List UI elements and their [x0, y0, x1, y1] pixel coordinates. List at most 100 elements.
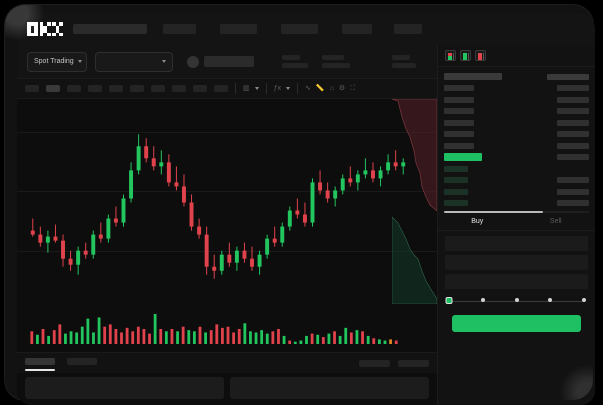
timeframe-chip-9[interactable] [214, 85, 228, 92]
device-screen: Spot Trading [17, 13, 595, 405]
ruler-icon[interactable]: 📏 [315, 85, 325, 92]
orderbook-and-order-panel: Buy Sell [437, 45, 595, 405]
header-nav-item-2[interactable] [220, 24, 257, 34]
orderbook-row-ask[interactable] [444, 141, 589, 150]
tab-open-orders-label [25, 357, 55, 365]
last-price-placeholder [204, 56, 254, 67]
settings-icon[interactable]: ⚙ [338, 85, 346, 92]
volume-bar-21 [148, 333, 151, 344]
tab-active-underline [25, 369, 55, 371]
trading-mode-selector[interactable]: Spot Trading [27, 51, 87, 72]
volume-bar-22 [153, 314, 157, 344]
volume-bar-19 [136, 326, 140, 344]
orderbook-scrollbar-thumb[interactable] [444, 210, 543, 213]
orderbook-row-highlight[interactable] [444, 153, 589, 162]
volume-bar-63 [383, 340, 387, 344]
orders-tabbar [17, 352, 437, 373]
header-nav-item-1[interactable] [163, 24, 196, 34]
tab-buy[interactable]: Buy [438, 213, 517, 230]
timeframe-chip-6[interactable] [151, 85, 165, 92]
timeframe-chip-5[interactable] [130, 85, 144, 92]
fullscreen-icon[interactable]: ⛶ [350, 85, 356, 92]
orderbook-row-size [557, 177, 589, 183]
orderbook-row-size [557, 188, 589, 195]
tab-buy-label: Buy [471, 217, 484, 225]
tab-open-orders[interactable] [25, 357, 55, 371]
okx-logo-glyph-1 [39, 22, 51, 36]
amount-slider-stop-25[interactable] [480, 298, 485, 302]
orderbook-row-spread[interactable] [444, 72, 589, 81]
orders-action-2[interactable] [398, 359, 429, 367]
orderbook-row-bid[interactable] [444, 176, 589, 185]
amount-slider-stop-50[interactable] [514, 298, 519, 302]
orderbook-scrollbar[interactable] [444, 210, 589, 213]
orderbook-row-bid[interactable] [444, 199, 589, 208]
orderbook-mode-buy-icon[interactable] [460, 50, 471, 61]
orderbook-row-ask[interactable] [444, 130, 589, 139]
orderbook-row-ask[interactable] [444, 84, 589, 93]
volume-bar-29 [192, 331, 196, 344]
timeframe-chip-8[interactable] [193, 85, 207, 92]
volume-bar-57 [349, 332, 353, 344]
submit-buy-button[interactable] [452, 314, 581, 332]
volume-bar-51 [316, 334, 320, 344]
volume-bar-55 [338, 335, 342, 344]
okx-logo[interactable] [27, 22, 63, 36]
price-chart[interactable] [17, 99, 437, 304]
timeframe-chip-3[interactable] [88, 85, 102, 92]
volume-bar-35 [226, 326, 230, 344]
orderbook-row-price [444, 119, 474, 126]
orders-action-1[interactable] [359, 359, 390, 367]
orderbook-row-ask[interactable] [444, 107, 589, 116]
orders-panel-left[interactable] [25, 377, 224, 399]
amount-slider[interactable] [445, 296, 586, 306]
order-total-field[interactable] [445, 273, 588, 289]
amount-slider-stop-100[interactable] [582, 298, 586, 302]
orderbook-row-bid[interactable] [444, 164, 589, 173]
timeframe-chip-4[interactable] [109, 85, 123, 92]
gridline-1 [17, 191, 437, 192]
tab-sell[interactable]: Sell [517, 213, 596, 230]
timeframe-chip-7[interactable] [172, 85, 186, 92]
orderbook-mode-sell-icon[interactable] [475, 50, 486, 61]
header-nav-item-3[interactable] [281, 24, 318, 34]
volume-bar-14 [108, 324, 112, 344]
orderbook-rows[interactable] [438, 67, 595, 208]
orderbook-row-price [444, 165, 468, 172]
orders-panel-right[interactable] [230, 377, 429, 399]
volume-bar-20 [142, 329, 146, 344]
candlestick-type-icon[interactable]: ▥ [243, 85, 250, 92]
amount-slider-stop-0[interactable] [445, 296, 453, 304]
line-tool-icon[interactable]: ∿ [305, 85, 311, 92]
chevron-down-icon[interactable] [254, 87, 259, 90]
order-amount-field[interactable] [445, 254, 588, 270]
toolbar-divider [235, 83, 236, 94]
magnet-icon[interactable]: ⌂ [329, 85, 334, 92]
orderbook-row-bid[interactable] [444, 187, 589, 196]
header-search-placeholder[interactable] [73, 24, 147, 34]
timeframe-chip-1[interactable] [46, 85, 60, 92]
header-nav-item-5[interactable] [394, 24, 422, 34]
tab-order-history[interactable] [67, 357, 97, 369]
orderbook-row-size [557, 108, 589, 114]
orderbook-mode-both-icon[interactable] [445, 50, 456, 61]
volume-bar-60 [366, 335, 370, 344]
indicators-icon[interactable]: ƒx [273, 85, 282, 92]
volume-bar-24 [164, 331, 168, 344]
amount-slider-stop-75[interactable] [548, 298, 553, 302]
volume-bar-30 [198, 326, 202, 344]
trading-pair-selector[interactable] [95, 51, 173, 72]
volume-bar-56 [344, 327, 348, 344]
chevron-down-icon[interactable] [286, 87, 291, 90]
okx-logo-glyph-0 [27, 22, 38, 36]
order-price-field[interactable] [445, 235, 588, 251]
timeframe-chip-0[interactable] [25, 85, 39, 92]
header-nav-item-4[interactable] [342, 24, 372, 34]
orderbook-row-price [444, 177, 468, 183]
volume-bar-53 [327, 333, 331, 344]
gridline-2 [17, 251, 437, 252]
volume-bar-54 [333, 331, 336, 344]
timeframe-chip-2[interactable] [67, 85, 81, 92]
orderbook-row-ask[interactable] [444, 118, 589, 127]
orderbook-row-ask[interactable] [444, 95, 589, 104]
